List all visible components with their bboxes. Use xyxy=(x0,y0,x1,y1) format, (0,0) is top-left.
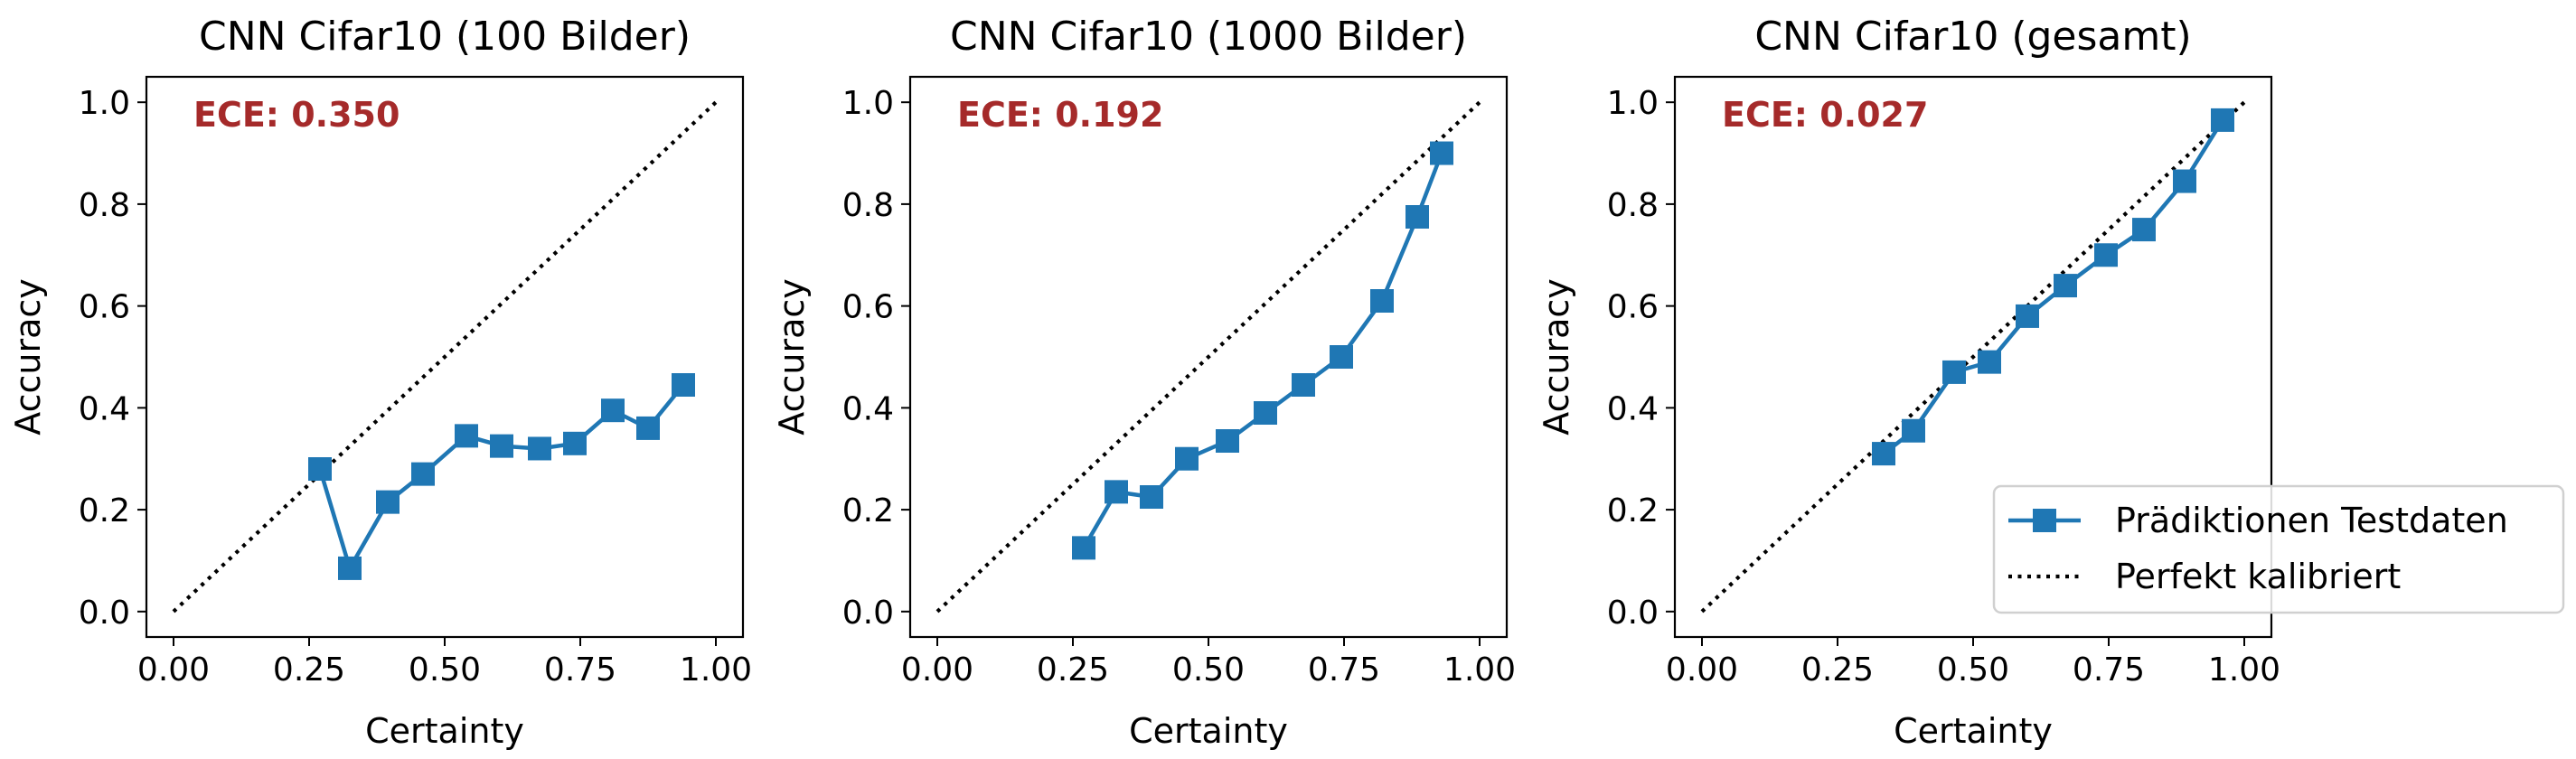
y-tick-label: 0.8 xyxy=(1607,187,1659,224)
y-tick-label: 0.6 xyxy=(79,289,130,326)
data-point xyxy=(1978,350,2001,374)
data-point xyxy=(1370,289,1394,313)
data-point xyxy=(2132,218,2156,242)
data-point xyxy=(1105,480,1128,504)
data-point xyxy=(2016,304,2039,328)
panel-title: CNN Cifar10 (1000 Bilder) xyxy=(950,14,1467,60)
y-tick-label: 0.6 xyxy=(842,289,894,326)
ece-annotation: ECE: 0.192 xyxy=(957,95,1163,135)
y-tick-label: 0.0 xyxy=(1607,595,1659,632)
x-tick-label: 0.25 xyxy=(1037,651,1109,689)
data-point xyxy=(636,416,660,440)
x-tick-label: 0.00 xyxy=(901,651,973,689)
y-tick-label: 0.6 xyxy=(1607,289,1659,326)
data-point xyxy=(338,556,362,580)
x-tick-label: 0.75 xyxy=(1308,651,1380,689)
x-tick-label: 1.00 xyxy=(2208,651,2280,689)
perfect-calibration-line xyxy=(1700,100,2246,614)
perfect-calibration-line xyxy=(935,100,1481,614)
data-point xyxy=(1254,401,1277,425)
series-line xyxy=(1882,118,2224,455)
y-tick-label: 1.0 xyxy=(842,85,894,122)
y-tick-label: 0.8 xyxy=(79,187,130,224)
y-tick-label: 0.8 xyxy=(842,187,894,224)
data-point xyxy=(672,373,695,397)
y-tick-label: 0.4 xyxy=(842,390,894,427)
panel-title: CNN Cifar10 (100 Bilder) xyxy=(199,14,691,60)
series-line xyxy=(317,383,685,571)
ece-annotation: ECE: 0.027 xyxy=(1722,95,1928,135)
data-point xyxy=(1292,373,1315,397)
x-tick-label: 0.75 xyxy=(2073,651,2145,689)
data-point xyxy=(1175,446,1199,471)
data-point xyxy=(528,436,551,461)
legend-label-perfect: Perfekt kalibriert xyxy=(2115,557,2401,596)
y-tick-label: 0.4 xyxy=(1607,390,1659,427)
data-point xyxy=(601,398,625,423)
x-tick-label: 1.00 xyxy=(680,651,752,689)
y-axis-label: Accuracy xyxy=(772,278,812,436)
data-point xyxy=(376,490,400,514)
y-tick-label: 1.0 xyxy=(79,85,130,122)
x-tick-label: 0.50 xyxy=(1937,651,2009,689)
data-point xyxy=(1140,485,1163,509)
data-point xyxy=(563,431,587,455)
data-point xyxy=(411,462,435,486)
x-axis-label: Certainty xyxy=(1894,711,2053,751)
y-tick-label: 0.0 xyxy=(842,595,894,632)
legend-label-predictions: Prädiktionen Testdaten xyxy=(2115,501,2508,540)
legend-box xyxy=(1992,484,2565,614)
data-point xyxy=(308,457,332,481)
x-tick-label: 0.00 xyxy=(137,651,210,689)
data-point xyxy=(1406,205,1429,229)
panel-title: CNN Cifar10 (gesamt) xyxy=(1754,14,2191,60)
ece-annotation: ECE: 0.350 xyxy=(193,95,400,135)
x-tick-label: 0.75 xyxy=(544,651,616,689)
x-tick-label: 0.50 xyxy=(1172,651,1245,689)
data-point xyxy=(490,434,513,458)
data-point xyxy=(1872,442,1895,466)
calibration-panel-gesamt: 0.00 0.25 0.50 0.75 1.00 0.0 0.2 0.4 0.6 0.8 1.0 CN… xyxy=(1537,14,2280,751)
data-point xyxy=(1330,345,1353,369)
y-tick-label: 0.4 xyxy=(79,390,130,427)
x-tick-label: 1.00 xyxy=(1443,651,1516,689)
data-point xyxy=(1430,141,1453,165)
data-point xyxy=(1902,418,1925,443)
y-tick-label: 0.2 xyxy=(1607,492,1659,529)
y-axis-label: Accuracy xyxy=(8,278,48,436)
data-point xyxy=(2211,108,2234,132)
data-point xyxy=(455,424,478,448)
calibration-panel-1000: 0.00 0.25 0.50 0.75 1.00 0.0 0.2 0.4 0.6 0.8 1.0 CN… xyxy=(772,14,1516,751)
data-point xyxy=(1942,360,1966,384)
y-tick-label: 0.2 xyxy=(79,492,130,529)
data-point xyxy=(2094,243,2118,267)
x-tick-label: 0.25 xyxy=(1801,651,1874,689)
y-tick-label: 0.0 xyxy=(79,595,130,632)
y-axis-label: Accuracy xyxy=(1537,278,1576,436)
perfect-calibration-line xyxy=(172,100,718,614)
legend: Prädiktionen Testdaten Perfekt kalibrier… xyxy=(1992,484,2565,614)
x-tick-label: 0.00 xyxy=(1666,651,1738,689)
x-tick-label: 0.50 xyxy=(409,651,481,689)
y-tick-label: 0.2 xyxy=(842,492,894,529)
legend-square-marker xyxy=(2033,509,2056,532)
data-point xyxy=(2173,169,2196,193)
data-point xyxy=(1072,536,1095,560)
data-point xyxy=(2054,274,2077,298)
series-line xyxy=(1082,152,1444,549)
data-point xyxy=(1216,429,1239,453)
x-axis-label: Certainty xyxy=(365,711,524,751)
x-tick-label: 0.25 xyxy=(273,651,345,689)
y-tick-label: 1.0 xyxy=(1607,85,1659,122)
calibration-panel-100: 0.00 0.25 0.50 0.75 1.00 0.0 0.2 0.4 0.6 0.8 1.0 CN… xyxy=(8,14,752,751)
x-axis-label: Certainty xyxy=(1129,711,1288,751)
